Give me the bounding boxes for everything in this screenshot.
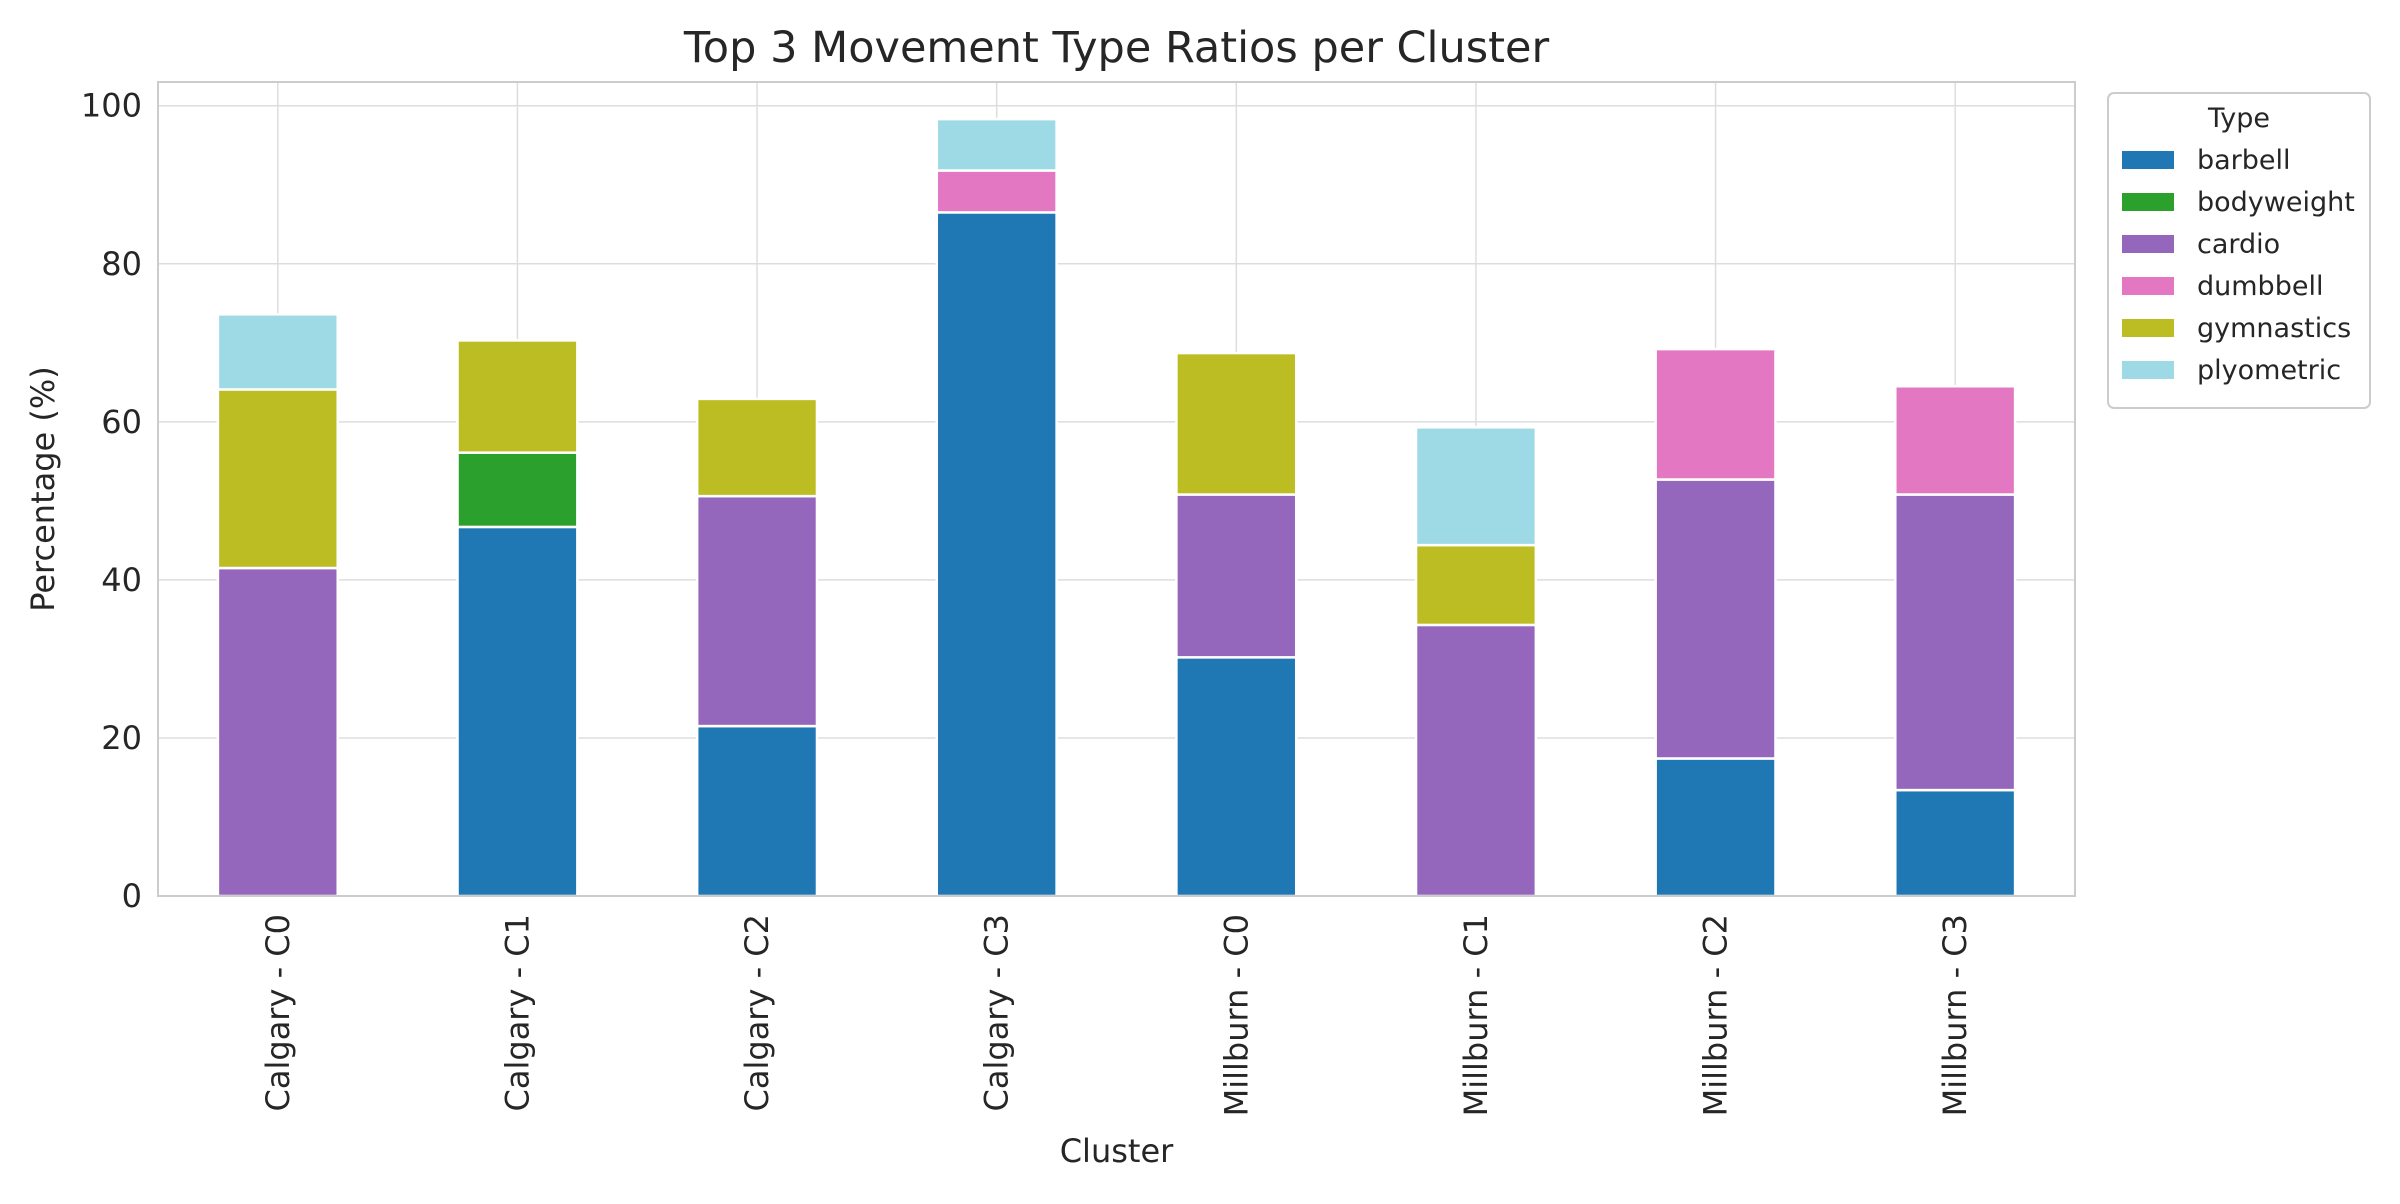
bar-barbell-millburn-c3 [1894,788,2017,898]
x-tick-label: Calgary - C3 [978,914,1016,1111]
legend-title: Type [2207,103,2270,134]
bar-barbell-millburn-c2 [1654,757,1777,898]
legend-label-plyometric: plyometric [2197,355,2341,386]
legend-label-gymnastics: gymnastics [2197,313,2351,344]
bar-barbell-millburn-c0 [1175,656,1298,898]
legend-label-cardio: cardio [2197,229,2280,260]
chart-title: Top 3 Movement Type Ratios per Cluster [683,23,1550,73]
bar-plyometric-calgary-c3 [935,117,1058,172]
y-axis-label: Percentage (%) [24,366,62,612]
y-tick-label: 100 [81,87,142,125]
x-tick-label: Millburn - C0 [1217,914,1255,1116]
legend-swatch-barbell [2122,151,2174,169]
legend-label-barbell: barbell [2197,145,2291,176]
y-tick-label: 20 [101,719,142,757]
bar-bodyweight-calgary-c1 [456,451,579,529]
bar-barbell-calgary-c3 [935,211,1058,898]
bar-gymnastics-calgary-c0 [216,388,339,570]
bar-plyometric-calgary-c0 [216,313,339,391]
y-tick-label: 80 [101,245,142,283]
x-tick-label: Calgary - C2 [738,914,776,1111]
y-tick-label: 0 [122,877,142,915]
legend: Type barbell bodyweight cardio dumbbell gymn… [2107,92,2371,409]
plot-area-frame [157,81,2076,897]
legend-swatch-bodyweight [2122,193,2174,211]
bar-cardio-millburn-c0 [1175,493,1298,659]
bar-cardio-calgary-c2 [695,494,819,728]
legend-label-dumbbell: dumbbell [2197,271,2323,302]
bar-cardio-millburn-c3 [1894,493,2017,792]
x-axis-label: Cluster [1060,1132,1174,1170]
bar-dumbbell-calgary-c3 [935,169,1058,214]
legend-items: barbell bodyweight cardio dumbbell gymnastic… [2122,145,2355,386]
bar-barbell-calgary-c2 [695,724,819,898]
bar-gymnastics-millburn-c0 [1175,351,1298,496]
y-tick-label: 40 [101,561,142,599]
bar-cardio-millburn-c2 [1654,478,1777,760]
y-axis-ticks: 0 20 40 60 80 100 [81,87,142,915]
legend-swatch-gymnastics [2122,319,2174,337]
bar-cardio-millburn-c1 [1414,623,1538,898]
legend-swatch-plyometric [2122,361,2174,379]
legend-label-bodyweight: bodyweight [2197,187,2355,218]
y-tick-label: 60 [101,403,142,441]
x-tick-label: Calgary - C0 [259,914,297,1111]
x-tick-label: Millburn - C1 [1457,914,1495,1116]
x-tick-label: Calgary - C1 [498,914,536,1111]
x-tick-label: Millburn - C3 [1936,914,1974,1116]
bar-cardio-calgary-c0 [216,566,339,898]
bar-plyometric-millburn-c1 [1414,426,1538,547]
bar-barbell-calgary-c1 [456,525,579,898]
x-tick-label: Millburn - C2 [1697,914,1735,1116]
bar-dumbbell-millburn-c2 [1654,347,1777,481]
legend-swatch-cardio [2122,235,2174,253]
bar-gymnastics-calgary-c2 [695,397,819,498]
bar-gymnastics-calgary-c1 [456,339,579,454]
legend-swatch-dumbbell [2122,277,2174,295]
bar-dumbbell-millburn-c3 [1894,385,2017,496]
x-axis-ticks: Calgary - C0 Calgary - C1 Calgary - C2 Calg… [259,914,1974,1116]
bars [216,117,2017,898]
bar-gymnastics-millburn-c1 [1414,543,1538,627]
